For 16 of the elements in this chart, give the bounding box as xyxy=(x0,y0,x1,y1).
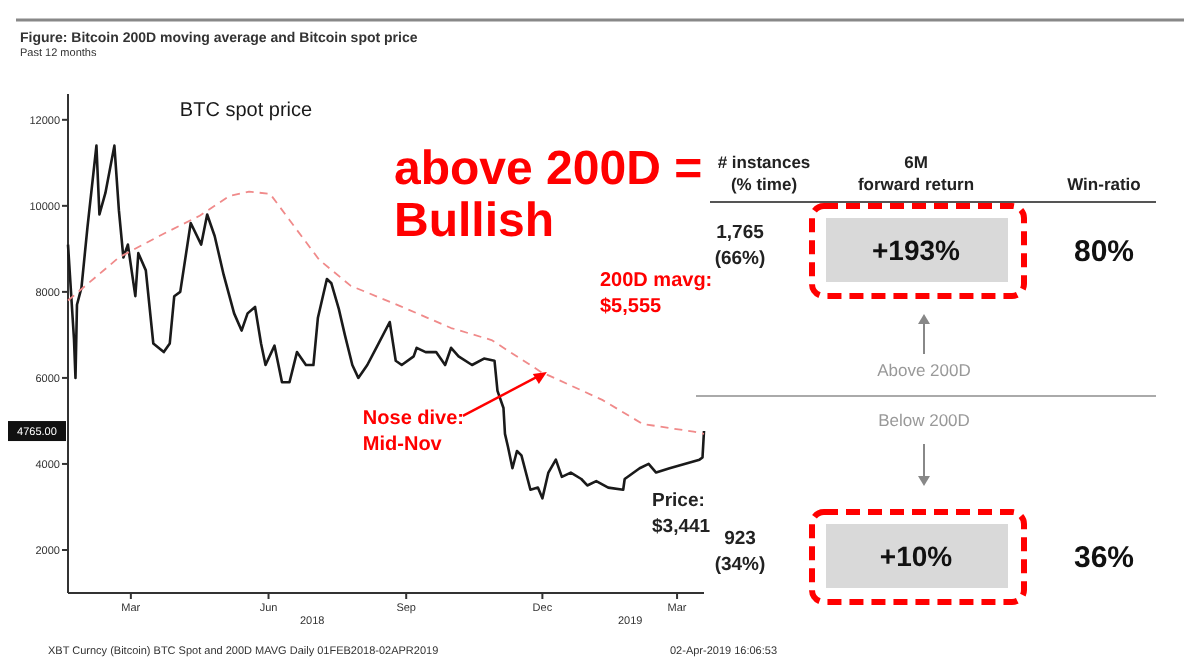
annotation: 200D mavg: $5,555 xyxy=(600,270,713,318)
text: 80% xyxy=(1073,234,1135,269)
annotation: above 200D = Bullish xyxy=(394,142,703,248)
text: +193% xyxy=(872,233,960,266)
annotation: Price: $3,441 xyxy=(652,490,712,538)
text: 1,765 (66%) xyxy=(714,222,766,270)
category-label: Below 200D xyxy=(878,410,970,430)
text: BTC spot price xyxy=(179,100,313,122)
category-label: Win-ratio xyxy=(1067,174,1141,194)
text: 36% xyxy=(1073,540,1135,575)
text: +10% xyxy=(879,539,953,572)
category-label: 6M forward return xyxy=(857,152,975,194)
category-label: # instances (% time) xyxy=(717,152,811,194)
category-label: Above 200D xyxy=(877,360,971,380)
annotation: Nose dive: Mid-Nov xyxy=(362,407,465,456)
text: 923 (34%) xyxy=(714,528,766,576)
